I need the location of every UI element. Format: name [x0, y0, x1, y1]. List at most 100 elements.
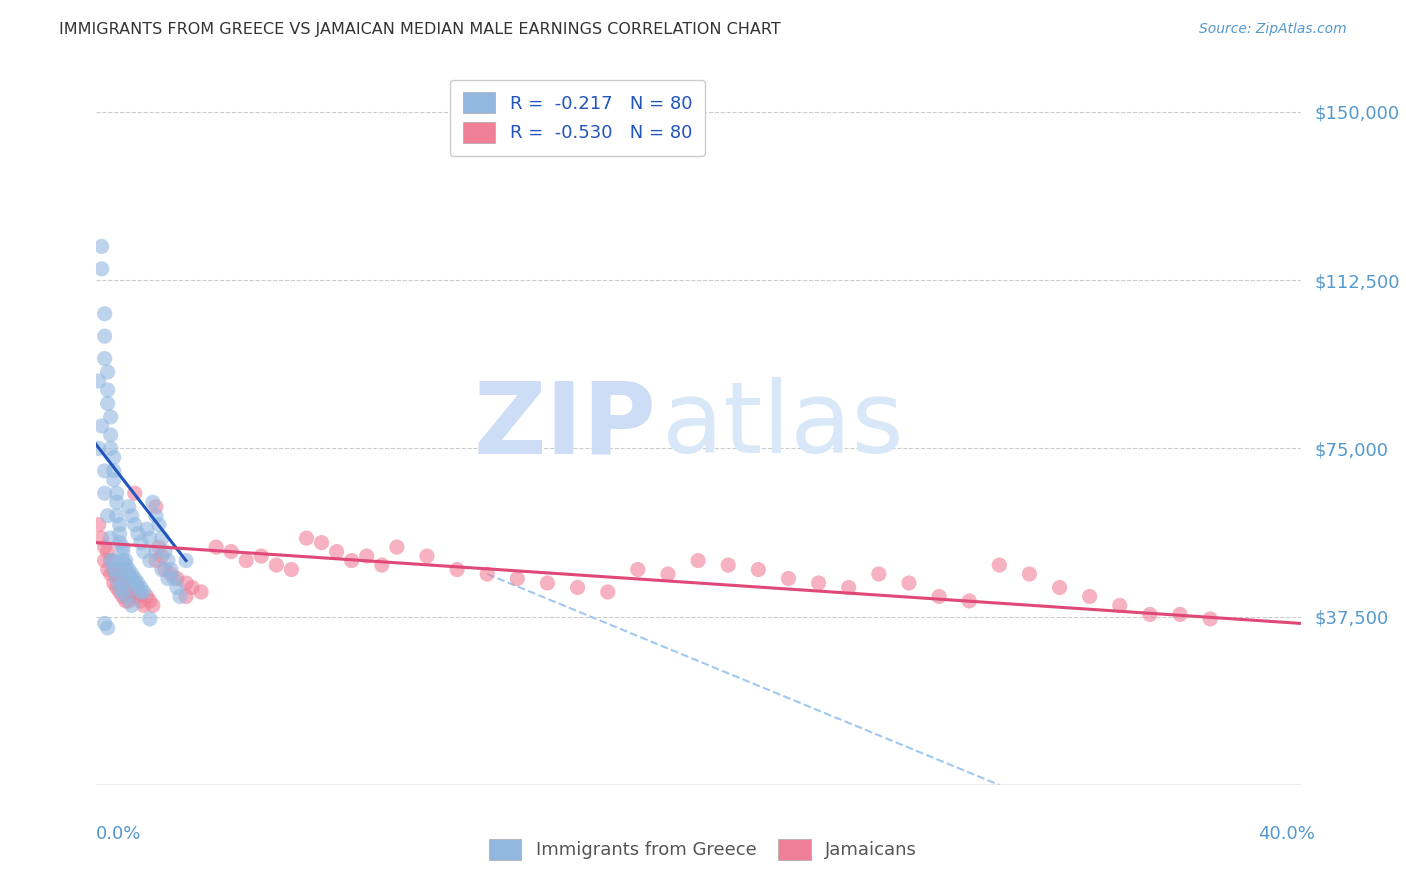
- Point: [897, 576, 920, 591]
- Point: [127, 581, 149, 595]
- Point: [103, 553, 125, 567]
- Point: [100, 553, 122, 567]
- Point: [100, 553, 122, 567]
- Point: [100, 531, 122, 545]
- Point: [105, 567, 128, 582]
- Point: [93, 616, 115, 631]
- Point: [160, 567, 183, 582]
- Point: [124, 517, 146, 532]
- Point: [145, 544, 167, 558]
- Point: [148, 540, 170, 554]
- Point: [103, 562, 125, 576]
- Point: [129, 581, 152, 595]
- Point: [118, 581, 141, 595]
- Point: [145, 553, 167, 567]
- Point: [142, 599, 165, 613]
- Point: [153, 544, 176, 558]
- Text: 40.0%: 40.0%: [1258, 825, 1315, 843]
- Point: [163, 572, 186, 586]
- Point: [97, 365, 120, 379]
- Point: [371, 558, 394, 572]
- Point: [132, 544, 155, 558]
- Point: [145, 500, 167, 514]
- Point: [627, 562, 650, 576]
- Point: [129, 594, 152, 608]
- Point: [235, 553, 257, 567]
- Point: [311, 535, 333, 549]
- Point: [105, 508, 128, 523]
- Text: atlas: atlas: [662, 377, 904, 475]
- Point: [135, 522, 157, 536]
- Point: [135, 590, 157, 604]
- Text: 0.0%: 0.0%: [96, 825, 141, 843]
- Point: [1018, 567, 1040, 582]
- Point: [87, 374, 110, 388]
- Point: [87, 517, 110, 532]
- Point: [118, 562, 141, 576]
- Point: [93, 307, 115, 321]
- Point: [90, 531, 112, 545]
- Point: [90, 418, 112, 433]
- Point: [111, 540, 134, 554]
- Point: [105, 562, 128, 576]
- Point: [181, 581, 204, 595]
- Point: [127, 590, 149, 604]
- Point: [174, 553, 197, 567]
- Point: [93, 464, 115, 478]
- Point: [477, 567, 499, 582]
- Point: [166, 572, 188, 586]
- Point: [156, 553, 179, 567]
- Point: [250, 549, 273, 563]
- Point: [340, 553, 363, 567]
- Point: [148, 517, 170, 532]
- Point: [105, 495, 128, 509]
- Point: [108, 535, 131, 549]
- Point: [114, 558, 136, 572]
- Point: [174, 576, 197, 591]
- Point: [103, 576, 125, 591]
- Point: [108, 526, 131, 541]
- Point: [105, 572, 128, 586]
- Point: [100, 409, 122, 424]
- Point: [1078, 590, 1101, 604]
- Point: [219, 544, 242, 558]
- Point: [93, 329, 115, 343]
- Point: [1108, 599, 1130, 613]
- Point: [156, 572, 179, 586]
- Point: [97, 621, 120, 635]
- Point: [132, 599, 155, 613]
- Point: [205, 540, 228, 554]
- Point: [121, 572, 143, 586]
- Point: [97, 396, 120, 410]
- Point: [124, 486, 146, 500]
- Legend: R =  -0.217   N = 80, R =  -0.530   N = 80: R = -0.217 N = 80, R = -0.530 N = 80: [450, 79, 704, 155]
- Point: [93, 486, 115, 500]
- Text: IMMIGRANTS FROM GREECE VS JAMAICAN MEDIAN MALE EARNINGS CORRELATION CHART: IMMIGRANTS FROM GREECE VS JAMAICAN MEDIA…: [59, 22, 780, 37]
- Point: [1049, 581, 1071, 595]
- Point: [132, 585, 155, 599]
- Point: [100, 442, 122, 456]
- Point: [957, 594, 980, 608]
- Point: [150, 549, 173, 563]
- Point: [536, 576, 558, 591]
- Point: [325, 544, 347, 558]
- Point: [988, 558, 1011, 572]
- Point: [97, 562, 120, 576]
- Point: [868, 567, 890, 582]
- Point: [97, 508, 120, 523]
- Point: [295, 531, 318, 545]
- Point: [100, 567, 122, 582]
- Point: [111, 553, 134, 567]
- Point: [114, 581, 136, 595]
- Text: Source: ZipAtlas.com: Source: ZipAtlas.com: [1199, 22, 1347, 37]
- Point: [124, 576, 146, 591]
- Point: [153, 562, 176, 576]
- Point: [838, 581, 860, 595]
- Point: [129, 535, 152, 549]
- Point: [280, 562, 302, 576]
- Point: [145, 508, 167, 523]
- Point: [139, 594, 162, 608]
- Point: [121, 585, 143, 599]
- Point: [118, 594, 141, 608]
- Point: [446, 562, 468, 576]
